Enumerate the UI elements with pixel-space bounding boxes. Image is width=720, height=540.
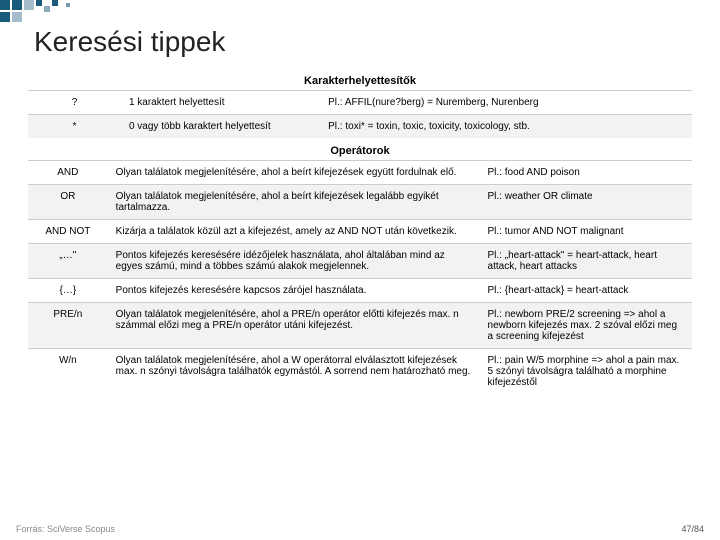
operator-desc: Pontos kifejezés keresésére kapcsos záró…	[108, 279, 480, 303]
operator-symbol: OR	[28, 185, 108, 220]
operator-symbol: PRE/n	[28, 303, 108, 349]
table-row: W/nOlyan találatok megjelenítésére, ahol…	[28, 349, 692, 395]
wildcard-symbol: *	[28, 115, 121, 139]
table-row: OROlyan találatok megjelenítésére, ahol …	[28, 185, 692, 220]
wildcard-desc: 0 vagy több karaktert helyettesít	[121, 115, 320, 139]
wildcard-example: Pl.: toxi* = toxin, toxic, toxicity, tox…	[320, 115, 692, 139]
wildcards-heading: Karakterhelyettesítők	[28, 72, 692, 90]
operator-symbol: {…}	[28, 279, 108, 303]
operator-example: Pl.: weather OR climate	[480, 185, 692, 220]
operator-example: Pl.: newborn PRE/2 screening => ahol a n…	[480, 303, 692, 349]
table-row: ANDOlyan találatok megjelenítésére, ahol…	[28, 161, 692, 185]
table-row: AND NOTKizárja a találatok közül azt a k…	[28, 220, 692, 244]
table-row: ?1 karaktert helyettesítPl.: AFFIL(nure?…	[28, 91, 692, 115]
operator-example: Pl.: tumor AND NOT malignant	[480, 220, 692, 244]
operator-desc: Olyan találatok megjelenítésére, ahol a …	[108, 303, 480, 349]
operator-example: Pl.: food AND poison	[480, 161, 692, 185]
footer-source: Forrás: SciVerse Scopus	[16, 524, 115, 534]
corner-decoration	[0, 0, 120, 30]
operator-desc: Olyan találatok megjelenítésére, ahol a …	[108, 185, 480, 220]
table-row: „…"Pontos kifejezés keresésére idézőjele…	[28, 244, 692, 279]
operator-desc: Kizárja a találatok közül azt a kifejezé…	[108, 220, 480, 244]
page-title: Keresési tippek	[28, 26, 692, 58]
table-row: *0 vagy több karaktert helyettesítPl.: t…	[28, 115, 692, 139]
table-row: {…}Pontos kifejezés keresésére kapcsos z…	[28, 279, 692, 303]
table-row: PRE/nOlyan találatok megjelenítésére, ah…	[28, 303, 692, 349]
operators-table: ANDOlyan találatok megjelenítésére, ahol…	[28, 160, 692, 394]
operator-desc: Pontos kifejezés keresésére idézőjelek h…	[108, 244, 480, 279]
operator-example: Pl.: {heart-attack} = heart-attack	[480, 279, 692, 303]
wildcard-desc: 1 karaktert helyettesít	[121, 91, 320, 115]
operator-symbol: W/n	[28, 349, 108, 395]
operator-desc: Olyan találatok megjelenítésére, ahol a …	[108, 161, 480, 185]
operator-example: Pl.: pain W/5 morphine => ahol a pain ma…	[480, 349, 692, 395]
operator-symbol: AND NOT	[28, 220, 108, 244]
wildcard-symbol: ?	[28, 91, 121, 115]
operators-heading: Operátorok	[28, 142, 692, 160]
operator-symbol: AND	[28, 161, 108, 185]
footer-page-number: 47/84	[681, 524, 704, 534]
wildcards-table: ?1 karaktert helyettesítPl.: AFFIL(nure?…	[28, 90, 692, 138]
operator-desc: Olyan találatok megjelenítésére, ahol a …	[108, 349, 480, 395]
wildcard-example: Pl.: AFFIL(nure?berg) = Nuremberg, Nuren…	[320, 91, 692, 115]
operator-symbol: „…"	[28, 244, 108, 279]
operator-example: Pl.: „heart-attack" = heart-attack, hear…	[480, 244, 692, 279]
